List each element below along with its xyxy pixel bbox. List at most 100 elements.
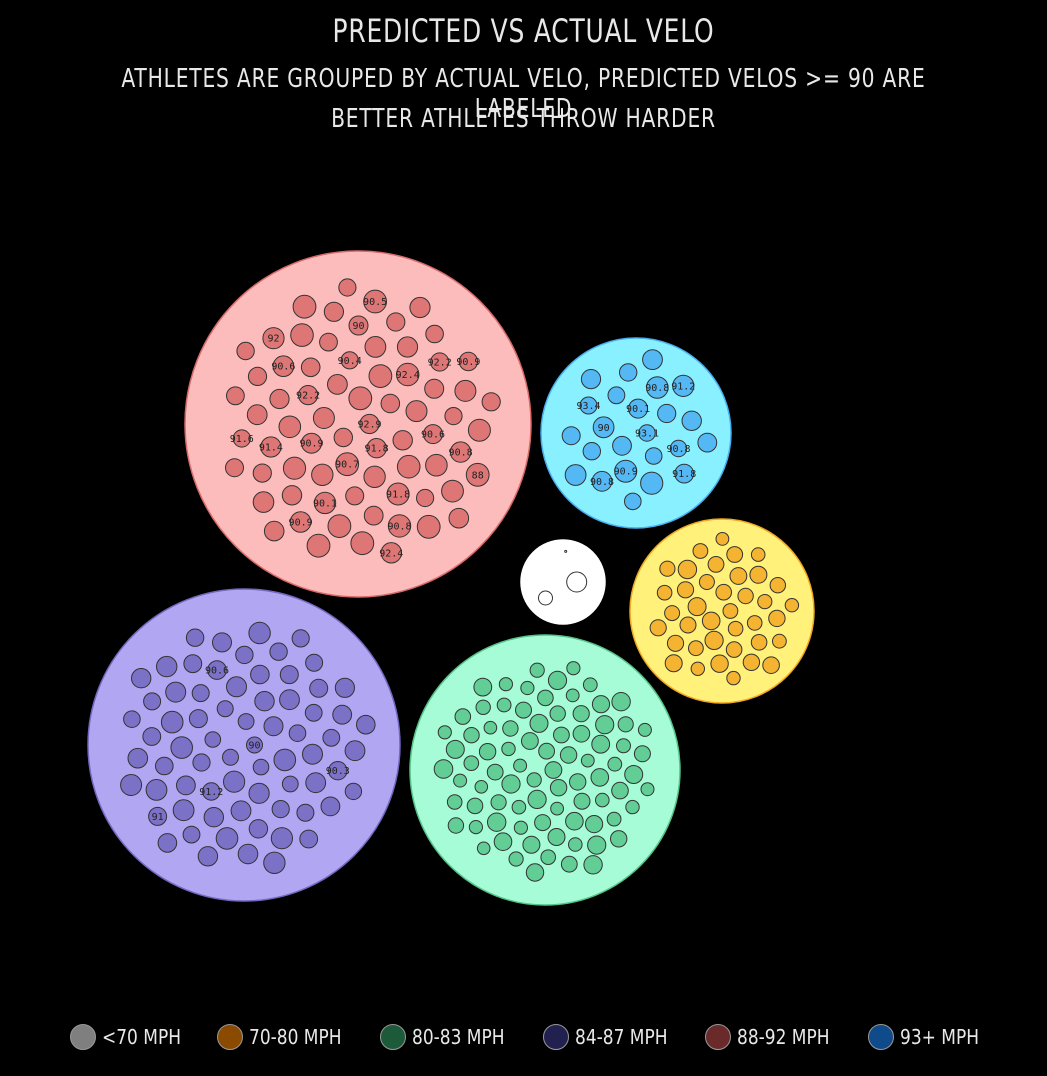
athlete-bubble[interactable] [380, 542, 402, 564]
group-bubble[interactable] [520, 539, 606, 625]
athlete-bubble[interactable] [591, 470, 613, 492]
athlete-bubble[interactable] [454, 708, 472, 725]
athlete-bubble[interactable] [333, 427, 353, 448]
athlete-bubble[interactable] [486, 763, 504, 781]
athlete-bubble[interactable] [710, 654, 729, 673]
athlete-bubble[interactable] [396, 454, 421, 479]
athlete-bubble[interactable] [692, 543, 709, 559]
athlete-bubble[interactable] [595, 792, 610, 808]
athlete-bubble[interactable] [502, 720, 519, 737]
athlete-bubble[interactable] [587, 835, 607, 855]
athlete-bubble[interactable] [204, 731, 222, 748]
athlete-bubble[interactable] [672, 374, 695, 397]
athlete-bubble[interactable] [230, 800, 252, 822]
athlete-bubble[interactable] [669, 439, 688, 458]
athlete-bubble[interactable] [425, 324, 444, 344]
athlete-bubble[interactable] [607, 756, 623, 772]
athlete-bubble[interactable] [309, 678, 329, 698]
athlete-bubble[interactable] [363, 289, 388, 314]
athlete-bubble[interactable] [565, 688, 580, 703]
athlete-bubble[interactable] [742, 653, 761, 671]
group-bubble[interactable] [629, 518, 815, 704]
athlete-bubble[interactable] [273, 748, 297, 772]
athlete-bubble[interactable] [409, 296, 431, 319]
athlete-bubble[interactable] [476, 841, 491, 856]
athlete-bubble[interactable] [769, 577, 786, 594]
athlete-bubble[interactable] [387, 514, 412, 538]
athlete-bubble[interactable] [131, 668, 152, 689]
athlete-bubble[interactable] [611, 692, 631, 712]
athlete-bubble[interactable] [392, 430, 413, 451]
athlete-bubble[interactable] [262, 327, 285, 350]
athlete-bubble[interactable] [327, 374, 348, 395]
athlete-bubble[interactable] [248, 782, 270, 804]
athlete-bubble[interactable] [185, 628, 205, 647]
athlete-bubble[interactable] [529, 713, 549, 733]
athlete-bubble[interactable] [226, 676, 247, 698]
athlete-bubble[interactable] [580, 753, 595, 768]
athlete-bubble[interactable] [725, 641, 743, 658]
athlete-bubble[interactable] [188, 709, 208, 729]
athlete-bubble[interactable] [368, 364, 393, 389]
athlete-bubble[interactable] [305, 772, 327, 794]
athlete-bubble[interactable] [616, 738, 631, 754]
athlete-bubble[interactable] [560, 855, 578, 873]
athlete-bubble[interactable] [445, 739, 465, 759]
athlete-bubble[interactable] [232, 429, 251, 448]
athlete-bubble[interactable] [737, 587, 754, 605]
athlete-bubble[interactable] [568, 837, 583, 852]
athlete-bubble[interactable] [611, 781, 629, 800]
athlete-bubble[interactable] [638, 424, 656, 442]
legend-item[interactable]: 93+ MPH [868, 1024, 993, 1050]
athlete-bubble[interactable] [270, 827, 293, 850]
athlete-bubble[interactable] [269, 388, 290, 410]
athlete-bubble[interactable] [453, 773, 468, 788]
athlete-bubble[interactable] [423, 424, 443, 445]
athlete-bubble[interactable] [246, 736, 263, 754]
athlete-bubble[interactable] [289, 511, 312, 533]
athlete-bubble[interactable] [437, 725, 452, 740]
athlete-bubble[interactable] [271, 800, 290, 819]
athlete-bubble[interactable] [250, 664, 270, 685]
athlete-bubble[interactable] [564, 549, 568, 553]
athlete-bubble[interactable] [664, 654, 683, 673]
athlete-bubble[interactable] [120, 774, 143, 796]
athlete-bubble[interactable] [433, 759, 454, 779]
athlete-bubble[interactable] [281, 485, 303, 506]
athlete-bubble[interactable] [579, 396, 598, 415]
athlete-bubble[interactable] [642, 349, 663, 371]
athlete-bubble[interactable] [363, 505, 384, 526]
athlete-bubble[interactable] [566, 661, 581, 676]
athlete-bubble[interactable] [572, 725, 591, 743]
athlete-bubble[interactable] [501, 774, 521, 794]
athlete-bubble[interactable] [263, 520, 285, 542]
athlete-bubble[interactable] [722, 603, 739, 619]
athlete-bubble[interactable] [619, 363, 638, 382]
athlete-bubble[interactable] [254, 691, 275, 712]
athlete-bubble[interactable] [582, 442, 601, 461]
athlete-bubble[interactable] [466, 797, 484, 815]
athlete-bubble[interactable] [236, 341, 255, 361]
athlete-bubble[interactable] [298, 385, 319, 406]
athlete-bubble[interactable] [565, 811, 584, 831]
athlete-bubble[interactable] [444, 407, 463, 426]
athlete-bubble[interactable] [291, 629, 310, 648]
athlete-bubble[interactable] [127, 747, 149, 769]
athlete-bubble[interactable] [260, 436, 282, 458]
athlete-bubble[interactable] [520, 680, 535, 696]
athlete-bubble[interactable] [727, 620, 744, 637]
athlete-bubble[interactable] [350, 531, 375, 556]
athlete-bubble[interactable] [313, 491, 337, 515]
athlete-bubble[interactable] [527, 789, 547, 810]
athlete-bubble[interactable] [123, 710, 141, 729]
athlete-bubble[interactable] [170, 736, 193, 759]
athlete-bubble[interactable] [292, 294, 317, 319]
athlete-bubble[interactable] [344, 740, 366, 762]
athlete-bubble[interactable] [246, 404, 268, 426]
athlete-bubble[interactable] [345, 486, 365, 506]
athlete-bubble[interactable] [225, 458, 244, 478]
athlete-bubble[interactable] [416, 488, 435, 508]
athlete-bubble[interactable] [493, 832, 513, 852]
athlete-bubble[interactable] [580, 369, 602, 390]
athlete-bubble[interactable] [625, 799, 640, 815]
